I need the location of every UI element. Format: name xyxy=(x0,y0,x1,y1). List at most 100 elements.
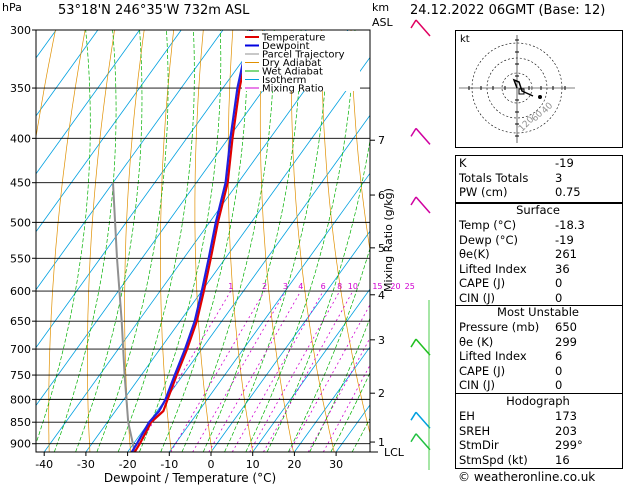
km-tick-label: 5 xyxy=(378,242,385,255)
hodograph-unit: kt xyxy=(460,34,470,45)
isotherm-line xyxy=(252,288,370,452)
dry-adiabat-line xyxy=(259,30,294,452)
index-value: 261 xyxy=(555,247,577,262)
mixing-ratio-line xyxy=(231,290,324,452)
wet-adiabat-line xyxy=(96,30,169,452)
isotherm-line xyxy=(85,56,370,452)
index-value: 0 xyxy=(555,290,563,305)
mixing-ratio-line xyxy=(323,364,370,452)
index-row: PW (cm) 0.75 xyxy=(455,185,621,200)
index-value: 650 xyxy=(555,320,577,334)
temperature-tick-label: 30 xyxy=(329,458,343,471)
isotherm-line xyxy=(43,30,349,452)
index-row: Dewp (°C) -19 xyxy=(455,233,621,248)
wet-adiabat-line xyxy=(287,247,370,452)
wet-adiabat-line xyxy=(224,30,329,452)
isotherm-line xyxy=(210,230,370,452)
wind-barb-shaft xyxy=(415,338,431,356)
index-label: CIN (J) xyxy=(459,378,496,393)
isotherm-line xyxy=(168,172,370,452)
km-tick-label: 1 xyxy=(378,436,385,449)
index-value: 173 xyxy=(555,409,577,423)
mixing-ratio-label: 2 xyxy=(262,282,267,291)
index-value: 0 xyxy=(555,276,563,291)
km-label: km xyxy=(372,1,390,14)
temperature-tick-label: -20 xyxy=(119,458,137,471)
index-row: CIN (J) 0 xyxy=(455,378,621,393)
index-label: Lifted Index xyxy=(459,261,527,276)
dry-adiabat-line xyxy=(87,30,115,452)
pressure-tick-label: 600 xyxy=(10,285,31,298)
index-label: PW (cm) xyxy=(459,185,508,200)
wind-barb-flag xyxy=(410,433,417,443)
dry-adiabat-line xyxy=(48,30,86,452)
legend-label: Isotherm xyxy=(262,75,306,86)
index-label: StmDir xyxy=(459,438,499,453)
legend-label: Parcel Trajectory xyxy=(262,50,345,61)
dry-adiabat-line xyxy=(194,30,213,452)
mixing-ratio-line xyxy=(208,290,302,452)
wind-barb-shaft xyxy=(415,19,431,37)
pressure-tick-label: 750 xyxy=(10,369,31,382)
index-label: Totals Totals xyxy=(459,170,529,185)
index-row: StmDir 299° xyxy=(455,438,621,453)
grid-layer xyxy=(36,30,370,452)
index-value: 3 xyxy=(555,170,563,185)
index-row: Totals Totals 3 xyxy=(455,171,621,186)
index-label: Pressure (mb) xyxy=(459,320,540,334)
mixing-ratio-label: 20 xyxy=(390,282,400,291)
index-value: 299° xyxy=(555,438,583,453)
indices-table: K -19 Totals Totals 3 PW (cm) 0.75 xyxy=(455,156,621,200)
legend-label: Dry Adiabat xyxy=(262,58,321,69)
wet-adiabat-line xyxy=(309,317,370,452)
km-tick-label: 3 xyxy=(378,334,385,347)
index-value: 36 xyxy=(555,261,570,276)
mixing-ratio-label: 1 xyxy=(228,282,233,291)
pressure-tick-label: 800 xyxy=(10,393,31,406)
pressure-tick-label: 400 xyxy=(10,132,31,145)
index-row: SREH 203 xyxy=(455,424,621,439)
legend-label: Temperature xyxy=(261,33,325,44)
wet-adiabat-line xyxy=(75,30,143,452)
parcel-trajectory-line xyxy=(112,182,136,452)
lcl-label: LCL xyxy=(384,446,405,459)
isotherm-line xyxy=(36,30,182,233)
dry-adiabat-line xyxy=(350,30,370,253)
hodograph-trace xyxy=(512,78,534,97)
pressure-tick-label: 550 xyxy=(10,252,31,265)
plot-frame xyxy=(35,29,371,453)
pressure-tick-label: 300 xyxy=(10,24,31,37)
index-label: CAPE (J) xyxy=(459,276,506,291)
isotherm-line xyxy=(36,30,224,291)
index-label: θe(K) xyxy=(459,247,490,262)
mixing-ratio-line xyxy=(170,290,265,452)
index-value: -18.3 xyxy=(555,218,585,232)
wind-barb-shaft xyxy=(415,196,431,214)
mixing-ratio-label: 4 xyxy=(298,282,303,291)
index-row: Pressure (mb) 650 xyxy=(455,320,621,335)
wind-barb-flag xyxy=(410,338,417,348)
hodograph-panel: kt 40 60 120 xyxy=(455,30,623,148)
index-row: CAPE (J) 0 xyxy=(455,364,621,379)
wet-adiabat-line xyxy=(330,371,370,452)
wind-barb-shaft xyxy=(415,433,431,451)
index-row: Lifted Index 6 xyxy=(455,349,621,364)
isotherm-line xyxy=(36,30,307,407)
surface-title: Surface xyxy=(516,203,560,217)
indices-box xyxy=(455,155,623,203)
temperature-tick-label: 20 xyxy=(287,458,301,471)
x-axis-label: Dewpoint / Temperature (°C) xyxy=(104,471,276,485)
index-value: 16 xyxy=(555,452,570,467)
index-row: EH 173 xyxy=(455,409,621,424)
wind-barb-flag xyxy=(410,127,417,137)
pressure-tick-label: 450 xyxy=(10,177,31,190)
dry-adiabat-line xyxy=(160,30,175,452)
index-row: K -19 xyxy=(455,156,621,171)
index-value: 6 xyxy=(555,349,563,364)
index-row: θe (K) 299 xyxy=(455,335,621,350)
wet-adiabat-line xyxy=(202,30,302,452)
mixing-ratio-label: 15 xyxy=(372,282,382,291)
dry-adiabat-line xyxy=(291,30,335,452)
hodograph-stats-title: Hodograph xyxy=(506,394,570,408)
